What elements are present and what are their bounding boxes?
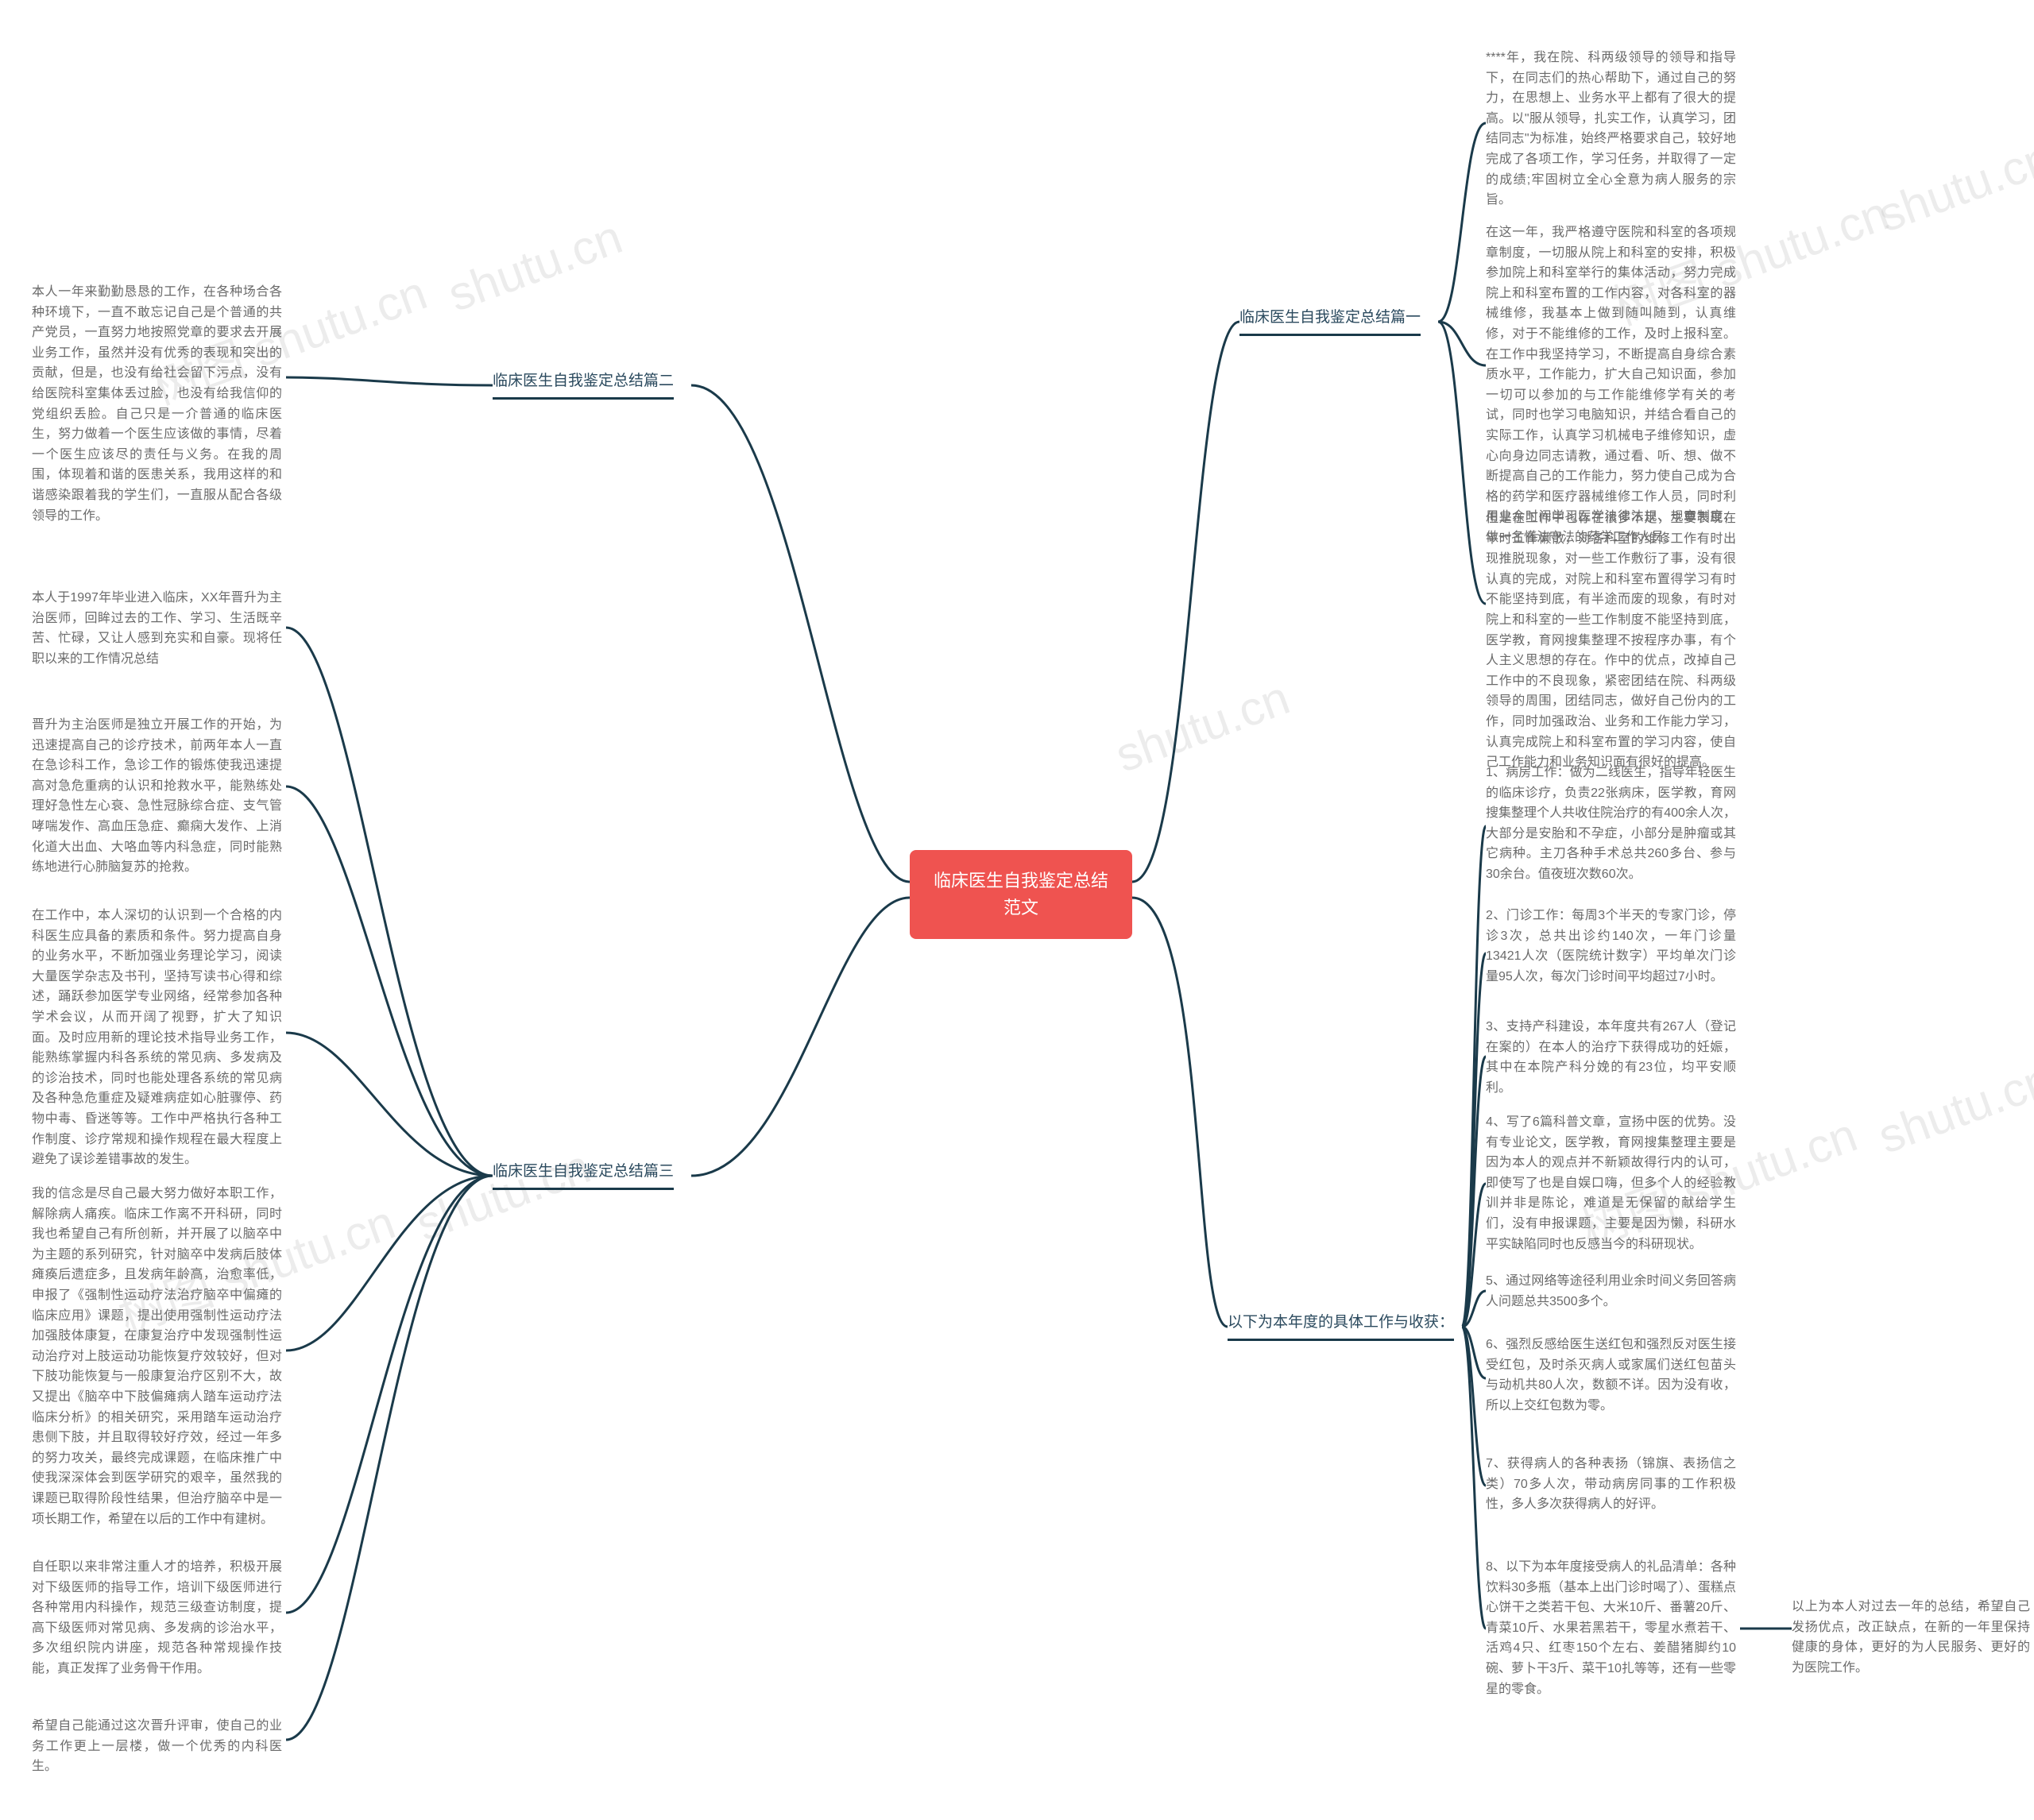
watermark: shutu.cn [1871,129,2034,242]
leaf-b4-7: 8、以下为本年度接受病人的礼品清单：各种饮料30多瓶（基本上出门诊时喝了）、蛋糕… [1486,1557,1736,1699]
leaf-b3-0: 本人于1997年毕业进入临床，XX年晋升为主治医师，回眸过去的工作、学习、生活既… [32,588,282,669]
leaf-b4-3: 4、写了6篇科普文章，宣扬中医的优势。没有专业论文，医学教，育网搜集整理主要是因… [1486,1112,1736,1254]
leaf-b3-1: 晋升为主治医师是独立开展工作的开始，为迅速提高自己的诊疗技术，前两年本人一直在急… [32,715,282,878]
leaf-b4-0: 1、病房工作：做为二线医生，指导年轻医生的临床诊疗，负责22张病床，医学教，育网… [1486,763,1736,885]
branch-b2[interactable]: 临床医生自我鉴定总结篇二 [493,369,674,400]
branch-b3[interactable]: 临床医生自我鉴定总结篇三 [493,1160,674,1190]
center-node[interactable]: 临床医生自我鉴定总结范文 [910,850,1132,939]
leaf-b4-5: 6、强烈反感给医生送红包和强烈反对医生接受红包，及时杀灭病人或家属们送红包苗头与… [1486,1335,1736,1416]
watermark: shutu.cn [1108,670,1297,782]
leaf-b1-1: 在这一年，我严格遵守医院和科室的各项规章制度，一切服从院上和科室的安排，积极参加… [1486,222,1736,548]
leaf-b4-7-child: 以上为本人对过去一年的总结，希望自己发扬优点，改正缺点，在新的一年里保持健康的身… [1792,1597,2030,1678]
leaf-b4-1: 2、门诊工作：每周3个半天的专家门诊，停诊3次，总共出诊约140次，一年门诊量1… [1486,906,1736,987]
watermark: shutu.cn [1871,1051,2034,1164]
branch-b4[interactable]: 以下为本年度的具体工作与收获： [1228,1311,1454,1341]
leaf-b1-2: 但是在工作中也存在很多不足，主要表现在平时工作懒散，对各科室的维修工作有时出现推… [1486,508,1736,773]
leaf-b4-2: 3、支持产科建设，本年度共有267人（登记在案的）在本人的治疗下获得成功的妊娠，… [1486,1017,1736,1098]
leaf-b3-5: 希望自己能通过这次晋升评审，使自己的业务工作更上一层楼，做一个优秀的内科医生。 [32,1716,282,1777]
leaf-b3-2: 在工作中，本人深切的认识到一个合格的内科医生应具备的素质和条件。努力提高自身的业… [32,906,282,1170]
leaf-b4-4: 5、通过网络等途径利用业余时间义务回答病人问题总共3500多个。 [1486,1271,1736,1312]
leaf-b3-4: 自任职以来非常注重人才的培养，积极开展对下级医师的指导工作，培训下级医师进行各种… [32,1557,282,1679]
branch-b1[interactable]: 临床医生自我鉴定总结篇一 [1239,306,1421,336]
watermark: shutu.cn [409,1138,597,1251]
leaf-b3-3: 我的信念是尽自己最大努力做好本职工作，解除病人痛疾。临床工作离不开科研，同时我也… [32,1184,282,1529]
leaf-b1-0: ****年，我在院、科两级领导的领导和指导下，在同志们的热心帮助下，通过自己的努… [1486,48,1736,211]
watermark: shutu.cn [441,209,629,322]
leaf-b2-0: 本人一年来勤勤恳恳的工作，在各种场合各种环境下，一直不敢忘记自己是个普通的共产党… [32,282,282,526]
leaf-b4-6: 7、获得病人的各种表扬（锦旗、表扬信之类）70多人次，带动病房同事的工作积极性，… [1486,1454,1736,1515]
